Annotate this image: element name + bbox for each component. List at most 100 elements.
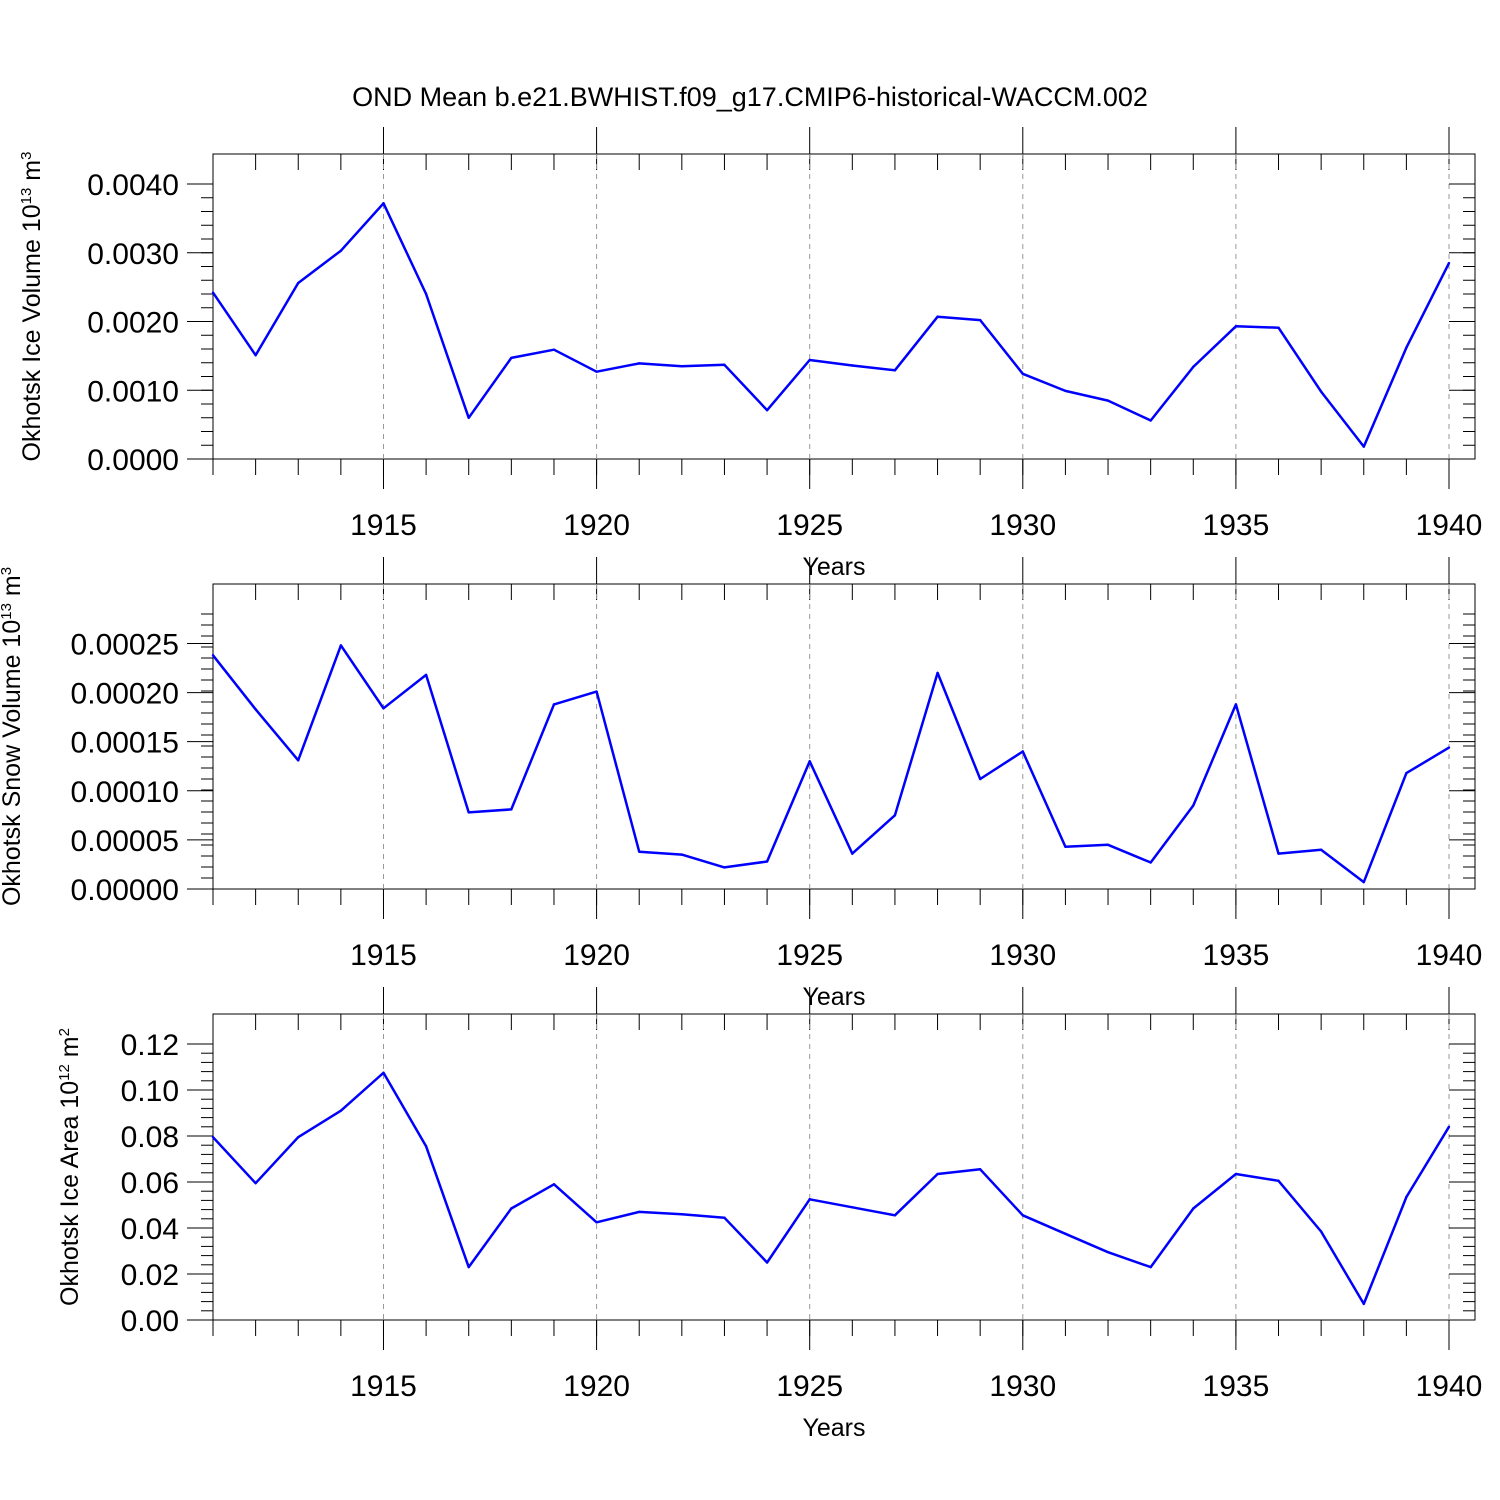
data-point xyxy=(1362,880,1365,884)
data-point xyxy=(680,364,684,368)
x-axis-label: Years xyxy=(802,983,865,1011)
y-axis-label-part: 13 xyxy=(18,188,35,205)
data-point xyxy=(595,690,598,693)
x-tick-label: 1940 xyxy=(1416,939,1483,972)
data-point xyxy=(638,850,641,853)
x-tick-label: 1920 xyxy=(563,509,630,542)
data-point xyxy=(1447,261,1451,265)
data-point xyxy=(638,362,641,365)
data-point xyxy=(254,708,257,711)
page-title: OND Mean b.e21.BWHIST.f09_g17.CMIP6-hist… xyxy=(352,82,1148,112)
data-point xyxy=(552,703,556,706)
data-point xyxy=(510,808,513,811)
data-point xyxy=(765,1261,769,1264)
data-point xyxy=(978,318,982,322)
data-point xyxy=(808,358,811,362)
data-point xyxy=(339,1109,343,1112)
data-point xyxy=(424,292,428,296)
data-point xyxy=(1192,804,1195,807)
plot-frame xyxy=(212,583,1476,890)
y-tick-label: 0.06 xyxy=(121,1167,179,1200)
data-point xyxy=(723,363,726,367)
data-point xyxy=(893,369,897,372)
data-point xyxy=(978,1168,982,1171)
data-point xyxy=(211,1135,215,1139)
data-point xyxy=(1149,861,1152,864)
y-axis-label-part: 12 xyxy=(56,1064,73,1081)
data-point xyxy=(1021,750,1024,753)
data-point xyxy=(1277,326,1280,329)
data-point xyxy=(1405,346,1408,349)
x-tick-label: 1935 xyxy=(1203,1370,1270,1403)
x-tick-label: 1930 xyxy=(989,939,1056,972)
y-tick-label: 0.0010 xyxy=(87,375,179,408)
x-tick-label: 1935 xyxy=(1203,509,1270,542)
data-point xyxy=(1234,703,1238,706)
data-point xyxy=(595,370,598,373)
data-point xyxy=(552,1183,556,1186)
y-tick-label: 0.00 xyxy=(121,1305,179,1338)
series-line xyxy=(211,202,1451,448)
y-axis-label-part: 2 xyxy=(56,1028,73,1036)
data-point xyxy=(1106,843,1110,847)
data-point xyxy=(723,1216,726,1219)
series-line xyxy=(212,644,1450,884)
y-axis-label-part: m xyxy=(56,1036,84,1064)
y-tick-label: 0.10 xyxy=(121,1075,179,1108)
x-tick-label: 1940 xyxy=(1416,1370,1483,1403)
series-line xyxy=(212,1071,1451,1306)
data-point xyxy=(765,408,769,412)
y-axis-label-part: m xyxy=(18,160,46,188)
x-tick-label: 1915 xyxy=(350,509,417,542)
y-axis-label-part: Okhotsk Ice Volume 10 xyxy=(18,204,46,461)
data-point xyxy=(851,364,854,367)
x-axis-label: Years xyxy=(802,1414,865,1442)
data-point xyxy=(211,291,215,294)
data-point xyxy=(1447,746,1451,749)
data-point xyxy=(1149,1265,1152,1269)
y-axis-label-part: 3 xyxy=(0,567,15,575)
data-point xyxy=(808,760,811,763)
data-point xyxy=(467,1265,470,1269)
data-point xyxy=(552,348,556,351)
x-tick-label: 1920 xyxy=(563,939,630,972)
data-point xyxy=(978,777,982,781)
data-point xyxy=(1447,1125,1451,1129)
y-axis-label-part: m xyxy=(0,575,26,603)
data-point xyxy=(1106,399,1110,402)
data-point xyxy=(1192,365,1195,369)
chart-panel-3: 1915 1920 1925 1930 1935 1940 0.00 0.02 0.04 0.06… xyxy=(56,987,1482,1442)
data-point xyxy=(765,860,769,863)
data-point xyxy=(1064,845,1067,848)
data-point xyxy=(339,249,343,252)
data-point xyxy=(424,673,428,677)
y-axis-label-part: 13 xyxy=(0,603,15,620)
data-point xyxy=(680,1213,684,1216)
data-point xyxy=(1405,1195,1408,1199)
y-tick-label: 0.00005 xyxy=(71,825,179,858)
data-point xyxy=(467,416,470,419)
y-axis-label-part: Okhotsk Snow Volume 10 xyxy=(0,620,26,906)
y-tick-label: 0.00020 xyxy=(71,678,179,711)
x-tick-label: 1930 xyxy=(989,1370,1056,1403)
data-point xyxy=(638,1210,641,1214)
data-point xyxy=(936,671,939,675)
data-point xyxy=(936,1172,939,1176)
data-point xyxy=(382,1071,385,1074)
data-point xyxy=(1405,771,1408,775)
x-tick-label: 1915 xyxy=(350,939,417,972)
data-point xyxy=(1277,852,1280,855)
plot-frame xyxy=(212,153,1476,460)
data-point xyxy=(851,852,854,855)
data-point xyxy=(1319,848,1323,851)
data-point xyxy=(1319,390,1323,393)
y-tick-label: 0.0000 xyxy=(87,444,179,477)
y-tick-label: 0.0040 xyxy=(87,169,179,202)
data-point xyxy=(680,853,684,856)
y-axis-label: Okhotsk Ice Volume 1013 m3 xyxy=(18,152,46,462)
chart-panel-2: 1915 1920 1925 1930 1935 1940 0.00000 0.00005 0.… xyxy=(0,557,1482,1011)
x-tick-label: 1925 xyxy=(776,509,843,542)
y-axis-label-part: 3 xyxy=(18,152,35,160)
data-point xyxy=(1362,445,1365,448)
